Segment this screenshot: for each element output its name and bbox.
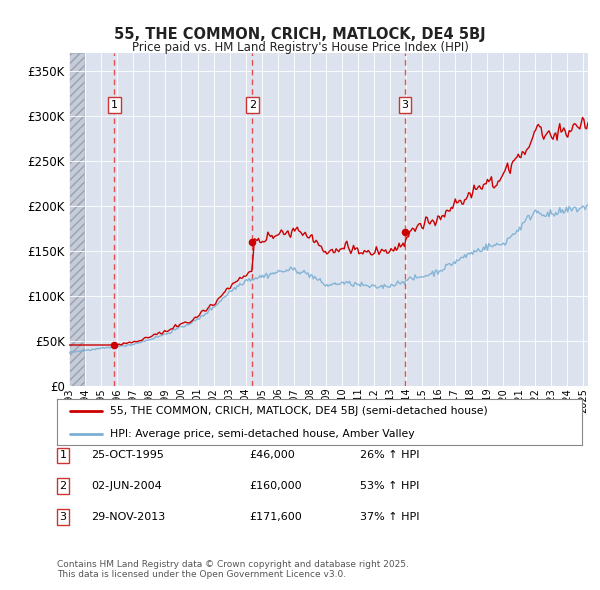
Text: 3: 3 — [401, 100, 409, 110]
Point — [110, 340, 119, 350]
Text: 26% ↑ HPI: 26% ↑ HPI — [360, 451, 419, 460]
Text: 55, THE COMMON, CRICH, MATLOCK, DE4 5BJ (semi-detached house): 55, THE COMMON, CRICH, MATLOCK, DE4 5BJ … — [110, 406, 487, 416]
Text: £46,000: £46,000 — [249, 451, 295, 460]
Text: 2: 2 — [59, 481, 67, 491]
Text: £171,600: £171,600 — [249, 512, 302, 522]
Text: 1: 1 — [111, 100, 118, 110]
Text: 55, THE COMMON, CRICH, MATLOCK, DE4 5BJ: 55, THE COMMON, CRICH, MATLOCK, DE4 5BJ — [114, 27, 486, 41]
Text: Price paid vs. HM Land Registry's House Price Index (HPI): Price paid vs. HM Land Registry's House … — [131, 41, 469, 54]
Text: 25-OCT-1995: 25-OCT-1995 — [91, 451, 164, 460]
Text: 37% ↑ HPI: 37% ↑ HPI — [360, 512, 419, 522]
Text: 02-JUN-2004: 02-JUN-2004 — [91, 481, 162, 491]
Text: £160,000: £160,000 — [249, 481, 302, 491]
Text: 53% ↑ HPI: 53% ↑ HPI — [360, 481, 419, 491]
Point — [248, 238, 257, 247]
Text: Contains HM Land Registry data © Crown copyright and database right 2025.
This d: Contains HM Land Registry data © Crown c… — [57, 560, 409, 579]
Text: 1: 1 — [59, 451, 67, 460]
Text: HPI: Average price, semi-detached house, Amber Valley: HPI: Average price, semi-detached house,… — [110, 429, 414, 439]
Text: 3: 3 — [59, 512, 67, 522]
Text: 2: 2 — [249, 100, 256, 110]
Point — [400, 227, 410, 237]
Text: 29-NOV-2013: 29-NOV-2013 — [91, 512, 166, 522]
